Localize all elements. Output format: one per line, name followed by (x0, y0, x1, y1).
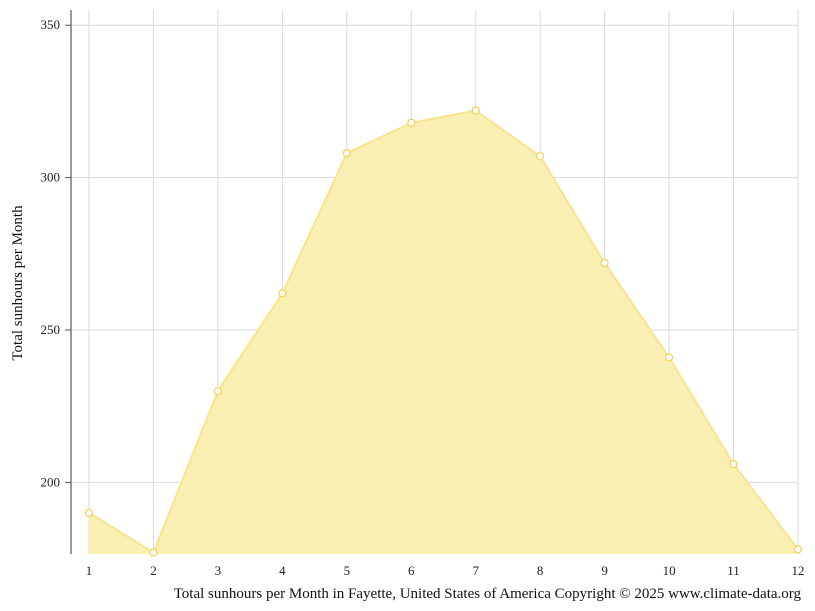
data-point-month-9 (600, 258, 609, 268)
x-tick-label-5: 5 (344, 563, 351, 578)
y-tick-label-350: 350 (41, 17, 61, 32)
data-point-month-12 (793, 545, 803, 554)
data-point-month-7 (471, 106, 480, 115)
x-tick-label-9: 9 (601, 563, 608, 578)
y-tick-label-300: 300 (41, 170, 61, 185)
data-point-month-5 (342, 149, 351, 158)
data-point-month-4 (278, 289, 287, 298)
y-axis (65, 10, 72, 554)
data-point-month-2 (149, 548, 158, 557)
x-tick-label-8: 8 (537, 563, 544, 578)
y-tick-label-250: 250 (41, 322, 61, 337)
chart-caption: Total sunhours per Month in Fayette, Uni… (174, 586, 802, 602)
area-fill (89, 110, 798, 554)
data-point-month-3 (213, 386, 223, 396)
data-point-month-8 (536, 152, 545, 161)
x-tick-label-3: 3 (215, 563, 222, 578)
x-tick-label-11: 11 (727, 563, 740, 578)
series-line (88, 109, 799, 554)
data-point-month-11 (729, 459, 738, 469)
x-tick-label-4: 4 (279, 563, 286, 578)
data-point-month-6 (407, 118, 416, 127)
x-tick-label-10: 10 (663, 563, 676, 578)
y-axis-title: Total sunhours per Month (10, 205, 26, 361)
series-markers (84, 106, 803, 557)
data-point-month-10 (664, 353, 674, 362)
series-area (88, 109, 799, 554)
x-tick-label-1: 1 (86, 563, 93, 578)
x-tick-label-2: 2 (150, 563, 157, 578)
data-point-month-1 (84, 508, 94, 518)
y-tick-label-200: 200 (41, 474, 61, 489)
x-tick-label-12: 12 (792, 563, 805, 578)
x-tick-label-7: 7 (472, 563, 479, 578)
x-tick-label-6: 6 (408, 563, 415, 578)
